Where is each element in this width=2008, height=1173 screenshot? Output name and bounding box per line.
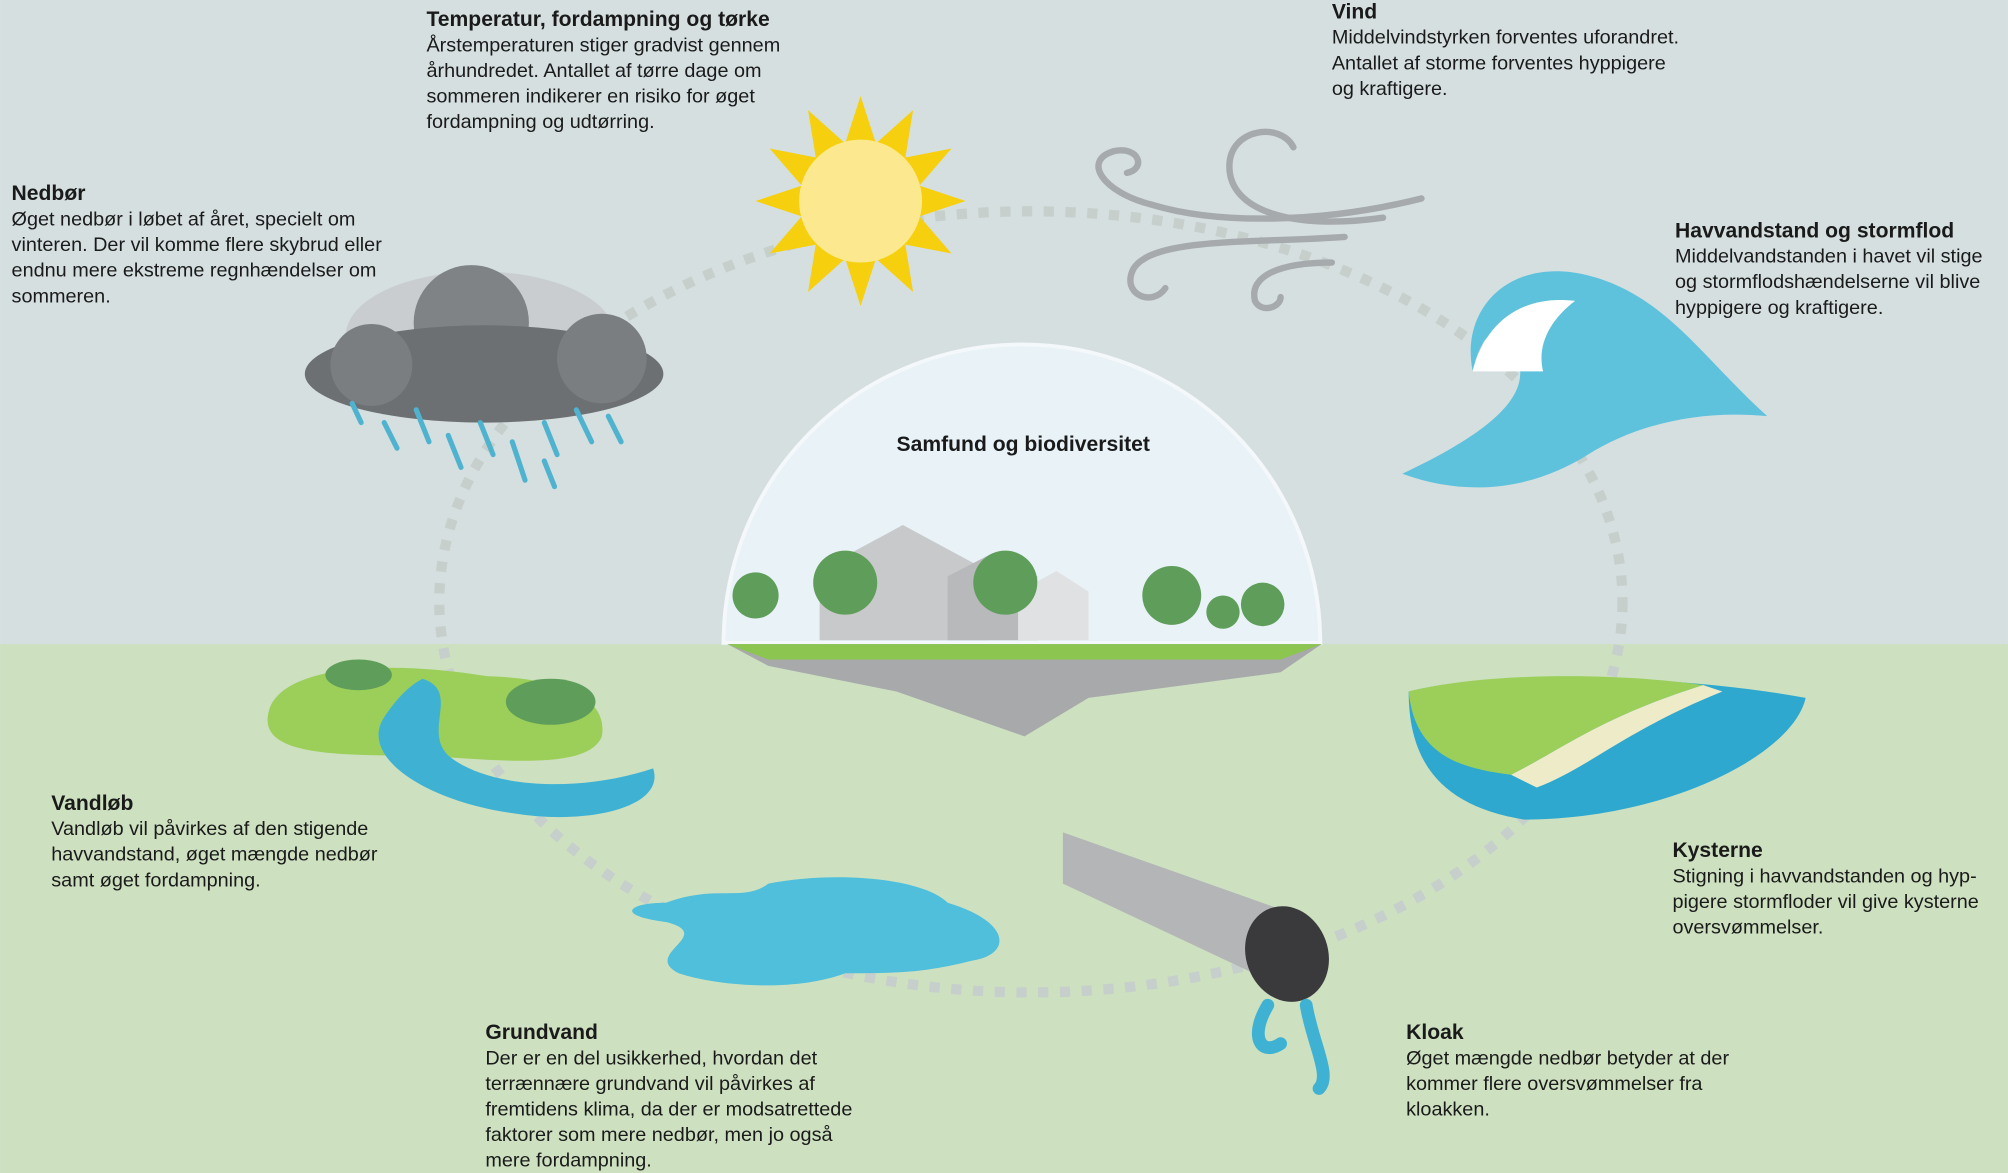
- section-text: Øget mængde nedbør betyder at der: [1406, 1047, 1729, 1069]
- section-text: Vandløb vil påvirkes af den stigende: [51, 818, 368, 840]
- section-text: faktorer som mere nedbør, men jo også: [485, 1124, 833, 1146]
- section-text: sommeren indikerer en risiko for øget: [426, 86, 755, 108]
- section-text: endnu mere ekstreme regnhændelser om: [12, 260, 377, 282]
- section-text: kloakken.: [1406, 1098, 1490, 1120]
- section-text: sommeren.: [12, 285, 111, 307]
- section-text: pigere stormfloder vil give kysterne: [1672, 891, 1978, 913]
- page: Samfund og biodiversitet Temperatur, for…: [0, 0, 2008, 1173]
- section-text: hyppigere og kraftigere.: [1675, 297, 1883, 319]
- section-title: Kysterne: [1672, 839, 1763, 862]
- section-text: og stormflodshændelserne vil blive: [1675, 271, 1980, 293]
- section-title: Temperatur, fordampning og tørke: [426, 8, 770, 31]
- section-text: Antallet af storme forventes hyppigere: [1332, 52, 1666, 74]
- section-text: Middelvindstyrken forventes uforandret.: [1332, 27, 1679, 49]
- section-title: Havvandstand og stormflod: [1675, 219, 1954, 242]
- section-text: oversvømmelser.: [1672, 917, 1823, 939]
- section-title: Grundvand: [485, 1021, 598, 1044]
- section-text: fordampning og udtørring.: [426, 111, 654, 133]
- section-text: mere fordampning.: [485, 1150, 651, 1172]
- section-text: og kraftigere.: [1332, 78, 1448, 100]
- center-title: Samfund og biodiversitet: [897, 433, 1150, 456]
- section-text: Øget nedbør i løbet af året, specielt om: [12, 208, 356, 230]
- section-text: terrænnære grundvand vil påvirkes af: [485, 1073, 815, 1095]
- section-text: vinteren. Der vil komme flere skybrud el…: [12, 234, 383, 256]
- section-text: fremtidens klima, da der er modsatretted…: [485, 1098, 852, 1120]
- section-text: århundredet. Antallet af tørre dage om: [426, 60, 761, 82]
- infographic: Samfund og biodiversitet Temperatur, for…: [0, 0, 2008, 1173]
- section-text: samt øget fordampning.: [51, 869, 260, 891]
- section-title: Nedbør: [12, 182, 86, 205]
- section-text: havvandstand, øget mængde nedbør: [51, 844, 378, 866]
- section-title: Kloak: [1406, 1021, 1464, 1044]
- section-text: Årstemperaturen stiger gradvist gennem: [426, 33, 780, 56]
- section-text: Stigning i havvandstanden og hyp-: [1672, 865, 1976, 887]
- section-text: Der er en del usikkerhed, hvordan det: [485, 1047, 817, 1069]
- section-title: Vind: [1332, 0, 1377, 23]
- section-text: kommer flere oversvømmelser fra: [1406, 1073, 1703, 1095]
- section-title: Vandløb: [51, 792, 133, 815]
- section-text: Middelvandstanden i havet vil stige: [1675, 246, 1983, 268]
